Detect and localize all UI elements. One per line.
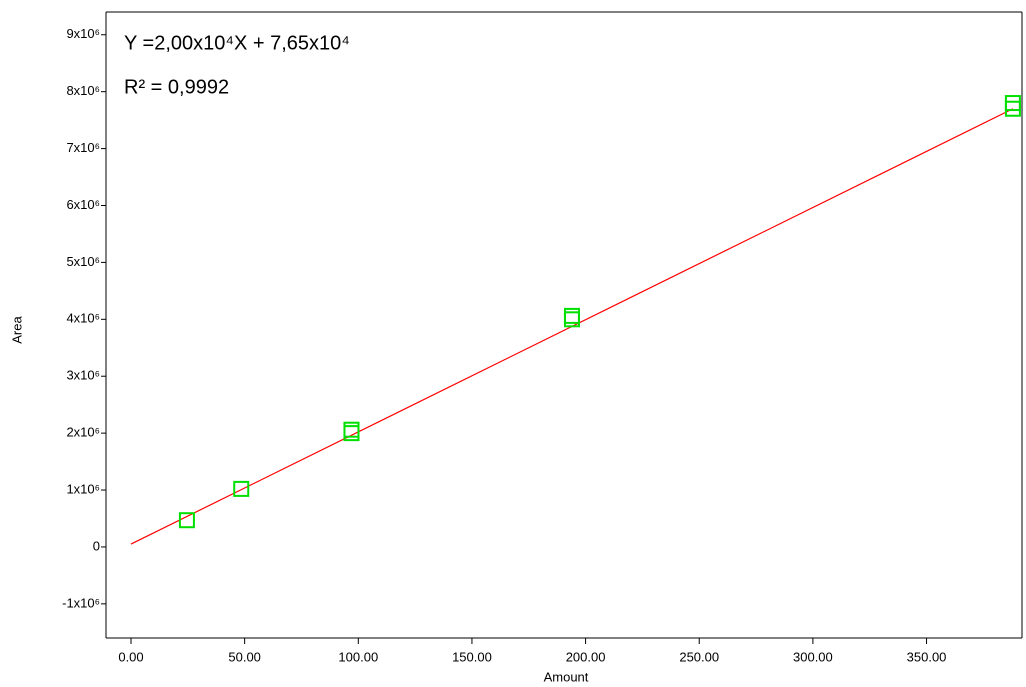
data-point <box>233 480 250 497</box>
y-tick-label: 1x10⁶ <box>66 481 100 496</box>
y-tick-label: 5x10⁶ <box>66 254 100 269</box>
data-point <box>1004 95 1021 112</box>
x-tick-label: 350.00 <box>907 649 947 664</box>
x-tick-label: 300.00 <box>793 649 833 664</box>
x-tick-label: 150.00 <box>452 649 492 664</box>
y-tick-label: 4x10⁶ <box>66 311 100 326</box>
y-tick-label: 3x10⁶ <box>66 368 100 383</box>
x-tick-label: 0.00 <box>118 649 143 664</box>
x-tick-label: 200.00 <box>566 649 606 664</box>
y-tick-label: 9x10⁶ <box>66 26 100 41</box>
y-tick-label: 6x10⁶ <box>66 197 100 212</box>
x-tick-label: 50.00 <box>228 649 261 664</box>
x-tick-label: 250.00 <box>679 649 719 664</box>
r-squared: R² = 0,9992 <box>124 76 229 98</box>
x-axis-label: Amount <box>544 669 589 684</box>
y-tick-label: -1x10⁶ <box>62 595 100 610</box>
y-axis-label: Area <box>9 316 24 344</box>
y-tick-label: 2x10⁶ <box>66 425 100 440</box>
data-point <box>563 307 580 324</box>
data-point <box>178 512 195 529</box>
data-point <box>343 421 360 438</box>
equation: Y =2,00x10⁴X + 7,65x10⁴ <box>124 32 350 54</box>
y-tick-label: 0 <box>93 538 100 553</box>
x-tick-label: 100.00 <box>338 649 378 664</box>
y-tick-label: 7x10⁶ <box>66 140 100 155</box>
y-tick-label: 8x10⁶ <box>66 83 100 98</box>
